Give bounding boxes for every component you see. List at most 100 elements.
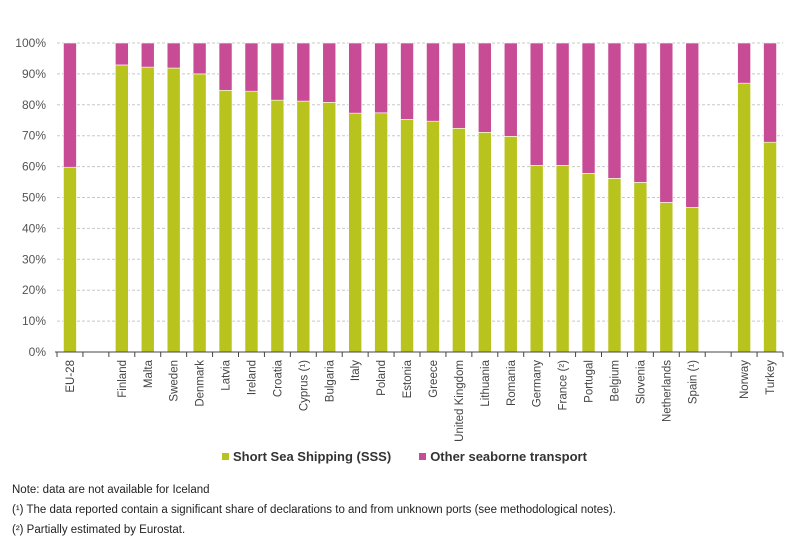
y-tick-label: 10% — [22, 314, 46, 328]
note-footnote-2: (²) Partially estimated by Eurostat. — [12, 524, 186, 536]
bar-sss — [452, 127, 466, 353]
bar-sss — [400, 119, 414, 353]
bar-sss — [555, 165, 570, 353]
stacked-bar-chart: 0% 10% 20% 30% 40% 50% 60% 70% 80% 90% 100% EU-28 F… — [15, 36, 784, 442]
y-tick-label: 100% — [15, 36, 46, 50]
bar-sss — [529, 165, 544, 353]
bar-sss — [348, 112, 362, 353]
legend-label-sss: Short Sea Shipping (SSS) — [233, 449, 392, 464]
bar-sss — [322, 102, 337, 353]
y-tick-label: 40% — [22, 221, 46, 235]
y-tick-label: 70% — [22, 129, 46, 143]
bar-other — [607, 42, 622, 179]
x-tick-label: Belgium — [609, 360, 621, 402]
bar-other — [685, 42, 700, 208]
bar-other — [659, 42, 674, 203]
bar-other — [348, 42, 362, 114]
bar-sss — [270, 99, 285, 353]
x-tick-label: Turkey — [765, 360, 777, 395]
y-axis-ticks: 0% 10% 20% 30% 40% 50% 60% 70% 80% 90% 100% — [15, 36, 46, 359]
x-axis-labels: EU-28 Finland Malta Sweden Denmark Latvia Irel… — [65, 359, 777, 441]
bar-sss — [374, 112, 388, 353]
x-tick-label: Greece — [428, 360, 440, 398]
bar-other — [244, 42, 259, 92]
note-iceland: Note: data are not available for Iceland — [12, 484, 210, 496]
bar-sss — [737, 82, 751, 353]
bar-sss — [115, 64, 129, 353]
bar-sss — [140, 66, 155, 353]
x-tick-label: Croatia — [272, 359, 284, 397]
x-tick-label: Norway — [739, 360, 751, 399]
bar-other — [426, 42, 440, 122]
bar-other — [737, 42, 751, 84]
bars — [63, 42, 777, 353]
legend-swatch-sss — [222, 453, 229, 460]
legend-swatch-other — [419, 453, 427, 460]
x-tick-label: Sweden — [169, 360, 181, 402]
x-tick-label: France (²) — [558, 360, 570, 411]
x-tick-label: Poland — [376, 360, 388, 396]
y-tick-label: 30% — [22, 252, 46, 266]
x-tick-label: Latvia — [221, 359, 233, 390]
x-tick-label: Lithuania — [480, 359, 492, 406]
bar-other — [763, 42, 777, 143]
bar-other — [529, 42, 544, 166]
x-tick-label: Finland — [117, 360, 129, 398]
bar-other — [322, 42, 337, 103]
bar-other — [633, 42, 648, 183]
bar-sss — [763, 141, 777, 353]
x-tick-label: EU-28 — [65, 360, 77, 393]
bar-other — [296, 42, 311, 102]
bar-other — [400, 42, 414, 120]
bar-other — [63, 42, 77, 168]
bar-other — [115, 42, 129, 66]
y-tick-label: 80% — [22, 98, 46, 112]
x-tick-label: United Kingdom — [454, 360, 466, 442]
bar-other — [452, 42, 466, 129]
x-tick-label: Italy — [350, 360, 362, 381]
x-tick-label: Spain (¹) — [687, 360, 699, 404]
bar-sss — [633, 182, 648, 353]
bar-sss — [244, 90, 259, 353]
footnotes: Note: data are not available for Iceland… — [12, 480, 616, 540]
bar-other — [503, 42, 518, 137]
legend: Short Sea Shipping (SSS) Other seaborne … — [222, 449, 587, 464]
x-axis — [55, 351, 784, 357]
bar-sss — [607, 178, 622, 353]
x-tick-label: Bulgaria — [324, 359, 336, 402]
bar-sss — [503, 136, 518, 353]
y-tick-label: 20% — [22, 283, 46, 297]
bar-sss — [192, 73, 207, 353]
bar-other — [478, 42, 492, 133]
bar-sss — [218, 89, 233, 353]
y-tick-label: 50% — [22, 191, 46, 205]
bar-sss — [685, 207, 700, 353]
x-tick-label: Estonia — [402, 359, 414, 398]
bar-other — [374, 42, 388, 114]
x-tick-label: Netherlands — [661, 360, 673, 422]
y-tick-label: 0% — [29, 345, 47, 359]
bar-sss — [659, 202, 674, 353]
bar-other — [555, 42, 570, 166]
bar-sss — [296, 100, 311, 353]
note-footnote-1: (¹) The data reported contain a signific… — [12, 504, 616, 516]
bar-sss — [581, 173, 596, 353]
bar-other — [218, 42, 233, 91]
bar-sss — [166, 67, 181, 353]
x-tick-label: Romania — [506, 359, 518, 406]
bar-sss — [426, 120, 440, 353]
bar-other — [140, 42, 155, 68]
x-tick-label: Portugal — [584, 360, 596, 403]
bar-other — [581, 42, 596, 174]
y-tick-label: 60% — [22, 160, 46, 174]
x-tick-label: Ireland — [246, 360, 258, 395]
bar-sss — [63, 166, 77, 353]
y-tick-label: 90% — [22, 67, 46, 81]
x-tick-label: Malta — [143, 359, 155, 388]
x-tick-label: Slovenia — [635, 359, 647, 404]
gridlines — [57, 42, 783, 322]
legend-item-sss[interactable]: Short Sea Shipping (SSS) — [222, 449, 391, 464]
legend-item-other[interactable]: Other seaborne transport — [419, 449, 587, 464]
bar-other — [192, 42, 207, 75]
x-tick-label: Cyprus (¹) — [298, 360, 310, 411]
